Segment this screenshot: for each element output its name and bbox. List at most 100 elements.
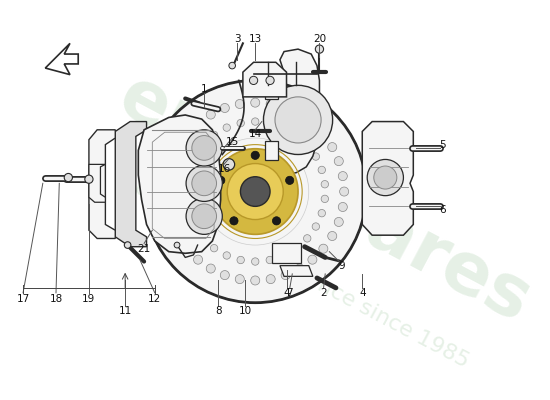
- Circle shape: [221, 104, 229, 112]
- Circle shape: [304, 141, 311, 148]
- Circle shape: [312, 153, 320, 160]
- Circle shape: [186, 165, 222, 202]
- Circle shape: [266, 76, 274, 84]
- Circle shape: [194, 119, 202, 128]
- Circle shape: [221, 270, 229, 280]
- Polygon shape: [89, 164, 106, 202]
- Circle shape: [174, 242, 180, 248]
- Circle shape: [328, 142, 337, 152]
- Circle shape: [334, 157, 343, 166]
- Circle shape: [174, 232, 183, 240]
- Circle shape: [206, 110, 215, 119]
- Circle shape: [182, 195, 189, 202]
- Text: 6: 6: [439, 206, 446, 216]
- Text: a passion for excellence since 1985: a passion for excellence since 1985: [112, 168, 472, 372]
- Circle shape: [280, 124, 288, 131]
- Circle shape: [338, 202, 348, 212]
- Circle shape: [211, 131, 218, 139]
- Circle shape: [237, 119, 244, 127]
- Text: 10: 10: [239, 306, 252, 316]
- Circle shape: [64, 174, 73, 182]
- Circle shape: [192, 136, 217, 160]
- Circle shape: [223, 252, 230, 259]
- Polygon shape: [265, 79, 278, 98]
- Circle shape: [191, 153, 199, 160]
- Circle shape: [183, 244, 191, 253]
- Circle shape: [251, 276, 260, 285]
- Circle shape: [308, 119, 317, 128]
- Polygon shape: [278, 49, 320, 175]
- Circle shape: [304, 235, 311, 242]
- Circle shape: [212, 149, 298, 234]
- Circle shape: [85, 175, 93, 183]
- Text: 4: 4: [359, 288, 366, 298]
- Circle shape: [280, 252, 288, 259]
- Circle shape: [374, 166, 397, 189]
- Circle shape: [334, 218, 343, 226]
- Circle shape: [144, 80, 366, 303]
- Circle shape: [124, 242, 131, 248]
- Circle shape: [229, 62, 235, 69]
- Polygon shape: [280, 266, 313, 276]
- Circle shape: [251, 258, 259, 265]
- Circle shape: [235, 274, 244, 284]
- Text: 12: 12: [148, 294, 161, 304]
- Circle shape: [266, 256, 273, 264]
- Circle shape: [312, 223, 320, 230]
- Circle shape: [167, 157, 176, 166]
- Text: 14: 14: [249, 129, 262, 139]
- Circle shape: [263, 85, 333, 154]
- Text: 3: 3: [234, 34, 240, 44]
- Circle shape: [191, 223, 199, 230]
- Circle shape: [174, 142, 183, 152]
- Circle shape: [318, 166, 326, 174]
- Circle shape: [167, 218, 176, 226]
- Circle shape: [295, 110, 304, 119]
- Circle shape: [223, 159, 235, 170]
- Circle shape: [321, 180, 328, 188]
- Polygon shape: [265, 140, 278, 160]
- Text: 20: 20: [313, 34, 326, 44]
- Circle shape: [183, 130, 191, 139]
- Circle shape: [285, 176, 294, 184]
- Circle shape: [182, 180, 189, 188]
- Circle shape: [308, 255, 317, 264]
- Polygon shape: [116, 122, 146, 247]
- Circle shape: [185, 210, 192, 217]
- Text: 4: 4: [283, 288, 290, 298]
- Text: eurospares: eurospares: [107, 62, 543, 338]
- Circle shape: [339, 187, 349, 196]
- Circle shape: [192, 204, 217, 228]
- Circle shape: [315, 45, 323, 53]
- Circle shape: [281, 270, 290, 280]
- Circle shape: [321, 195, 328, 202]
- Circle shape: [163, 202, 172, 212]
- Circle shape: [237, 256, 244, 264]
- Circle shape: [200, 235, 207, 242]
- Circle shape: [223, 124, 230, 131]
- Circle shape: [319, 244, 328, 253]
- Text: 7: 7: [287, 288, 293, 298]
- Circle shape: [240, 177, 270, 206]
- Circle shape: [266, 274, 275, 284]
- Circle shape: [217, 176, 225, 184]
- Circle shape: [367, 160, 404, 196]
- Text: 18: 18: [50, 294, 63, 304]
- Circle shape: [186, 130, 222, 166]
- Polygon shape: [89, 130, 116, 238]
- Circle shape: [293, 131, 300, 139]
- Circle shape: [293, 244, 300, 252]
- Circle shape: [163, 172, 172, 181]
- Text: 16: 16: [217, 164, 230, 174]
- Text: 1: 1: [201, 84, 207, 94]
- Circle shape: [275, 97, 321, 143]
- Circle shape: [319, 130, 328, 139]
- Text: 19: 19: [82, 294, 96, 304]
- Circle shape: [162, 187, 171, 196]
- Text: 13: 13: [249, 34, 262, 44]
- Text: 5: 5: [439, 140, 446, 150]
- Circle shape: [206, 264, 215, 273]
- Circle shape: [251, 118, 259, 125]
- Text: 2: 2: [320, 288, 327, 298]
- Circle shape: [211, 244, 218, 252]
